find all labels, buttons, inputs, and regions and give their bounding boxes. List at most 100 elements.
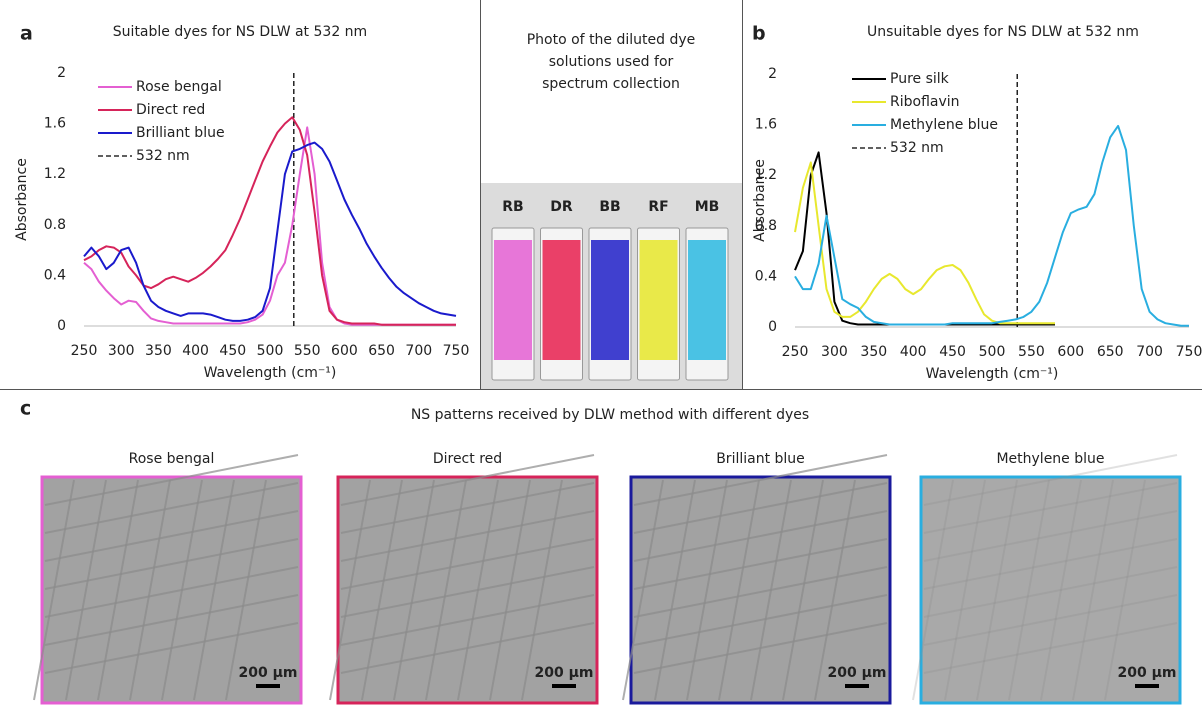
y-tick-label: 1.2	[44, 166, 66, 182]
pattern	[654, 479, 696, 701]
pattern	[686, 479, 728, 701]
x-tick-label: 650	[368, 343, 395, 359]
pattern	[340, 566, 595, 618]
image-caption: Brilliant blue	[716, 451, 805, 467]
pattern	[340, 622, 595, 674]
cuvette-label: RF	[648, 199, 668, 215]
micrograph	[919, 475, 1182, 705]
series-line	[83, 141, 457, 322]
scale-bar	[1135, 684, 1159, 688]
x-tick-label: 350	[145, 343, 172, 359]
pattern	[489, 479, 531, 701]
cuvette-liquid	[542, 240, 581, 360]
pattern	[1040, 479, 1082, 701]
x-tick-label: 400	[900, 344, 927, 360]
scale-label: 200 µm	[239, 665, 298, 681]
x-tick-label: 750	[443, 343, 470, 359]
scale-label: 200 µm	[828, 665, 887, 681]
y-tick-label: 1.6	[755, 117, 777, 133]
pattern	[923, 454, 1178, 506]
pattern	[633, 510, 888, 562]
pattern	[340, 538, 595, 590]
pattern	[633, 622, 888, 674]
y-tick-label: 0	[57, 318, 66, 334]
x-tick-label: 700	[1136, 344, 1163, 360]
x-tick-label: 300	[108, 343, 135, 359]
y-tick-label: 0.4	[44, 267, 66, 283]
cuvette-label: MB	[695, 199, 720, 215]
pattern	[633, 538, 888, 590]
pattern	[44, 538, 299, 590]
cuvette-liquid	[639, 240, 678, 360]
pattern	[65, 479, 107, 701]
pattern	[340, 454, 595, 506]
pattern	[718, 479, 760, 701]
legend-label: Brilliant blue	[136, 125, 225, 141]
x-tick-label: 700	[405, 343, 432, 359]
y-tick-label: 0.8	[44, 217, 66, 233]
series-line	[83, 116, 456, 326]
pattern	[44, 566, 299, 618]
pattern	[44, 622, 299, 674]
pattern	[44, 510, 299, 562]
pattern	[33, 479, 75, 701]
series-line	[794, 124, 1189, 327]
pattern	[782, 479, 824, 701]
x-tick-label: 650	[1097, 344, 1124, 360]
panel-label: c	[20, 398, 31, 420]
pattern	[44, 482, 299, 534]
y-axis-label: Absorbance	[752, 159, 768, 242]
panel-label: b	[752, 23, 766, 45]
panel-title: NS patterns received by DLW method with …	[411, 407, 809, 423]
x-tick-label: 250	[71, 343, 98, 359]
scale-label: 200 µm	[1118, 665, 1177, 681]
cuvette-label: DR	[550, 199, 573, 215]
legend-label: 532 nm	[136, 148, 190, 164]
pattern	[340, 510, 595, 562]
x-tick-label: 250	[782, 344, 809, 360]
chart-title: Suitable dyes for NS DLW at 532 nm	[113, 24, 367, 40]
pattern	[923, 622, 1178, 674]
scale-bar	[845, 684, 869, 688]
pattern	[193, 479, 235, 701]
pattern	[1072, 479, 1114, 701]
x-tick-label: 400	[182, 343, 209, 359]
pattern	[923, 482, 1178, 534]
pattern	[633, 454, 888, 506]
pattern	[521, 479, 563, 701]
y-tick-label: 0.8	[755, 218, 777, 234]
legend-label: 532 nm	[890, 140, 944, 156]
scale-bar	[256, 684, 280, 688]
y-tick-label: 1.2	[755, 167, 777, 183]
pattern	[329, 479, 371, 701]
y-tick-label: 2	[57, 65, 66, 81]
pattern	[622, 479, 664, 701]
pattern	[976, 479, 1018, 701]
pattern	[633, 566, 888, 618]
x-tick-label: 500	[257, 343, 284, 359]
cuvette-label: BB	[599, 199, 620, 215]
pattern	[44, 594, 299, 646]
pattern	[923, 566, 1178, 618]
image-caption: Rose bengal	[129, 451, 215, 467]
scale-bar	[552, 684, 576, 688]
pattern	[361, 479, 403, 701]
y-tick-label: 0.4	[755, 268, 777, 284]
legend-label: Direct red	[136, 102, 205, 118]
pattern	[923, 594, 1178, 646]
pattern	[129, 479, 171, 701]
pattern	[340, 482, 595, 534]
series-line	[794, 161, 1055, 325]
y-tick-label: 2	[768, 66, 777, 82]
x-tick-label: 450	[939, 344, 966, 360]
image-caption: Methylene blue	[996, 451, 1104, 467]
y-axis-label: Absorbance	[14, 158, 30, 241]
pattern	[425, 479, 467, 701]
y-tick-label: 0	[768, 319, 777, 335]
pattern	[393, 479, 435, 701]
pattern	[1008, 479, 1050, 701]
chart-title: Unsuitable dyes for NS DLW at 532 nm	[867, 24, 1139, 40]
photo-title: Photo of the diluted dye solutions used f…	[527, 32, 696, 92]
x-tick-label: 300	[821, 344, 848, 360]
